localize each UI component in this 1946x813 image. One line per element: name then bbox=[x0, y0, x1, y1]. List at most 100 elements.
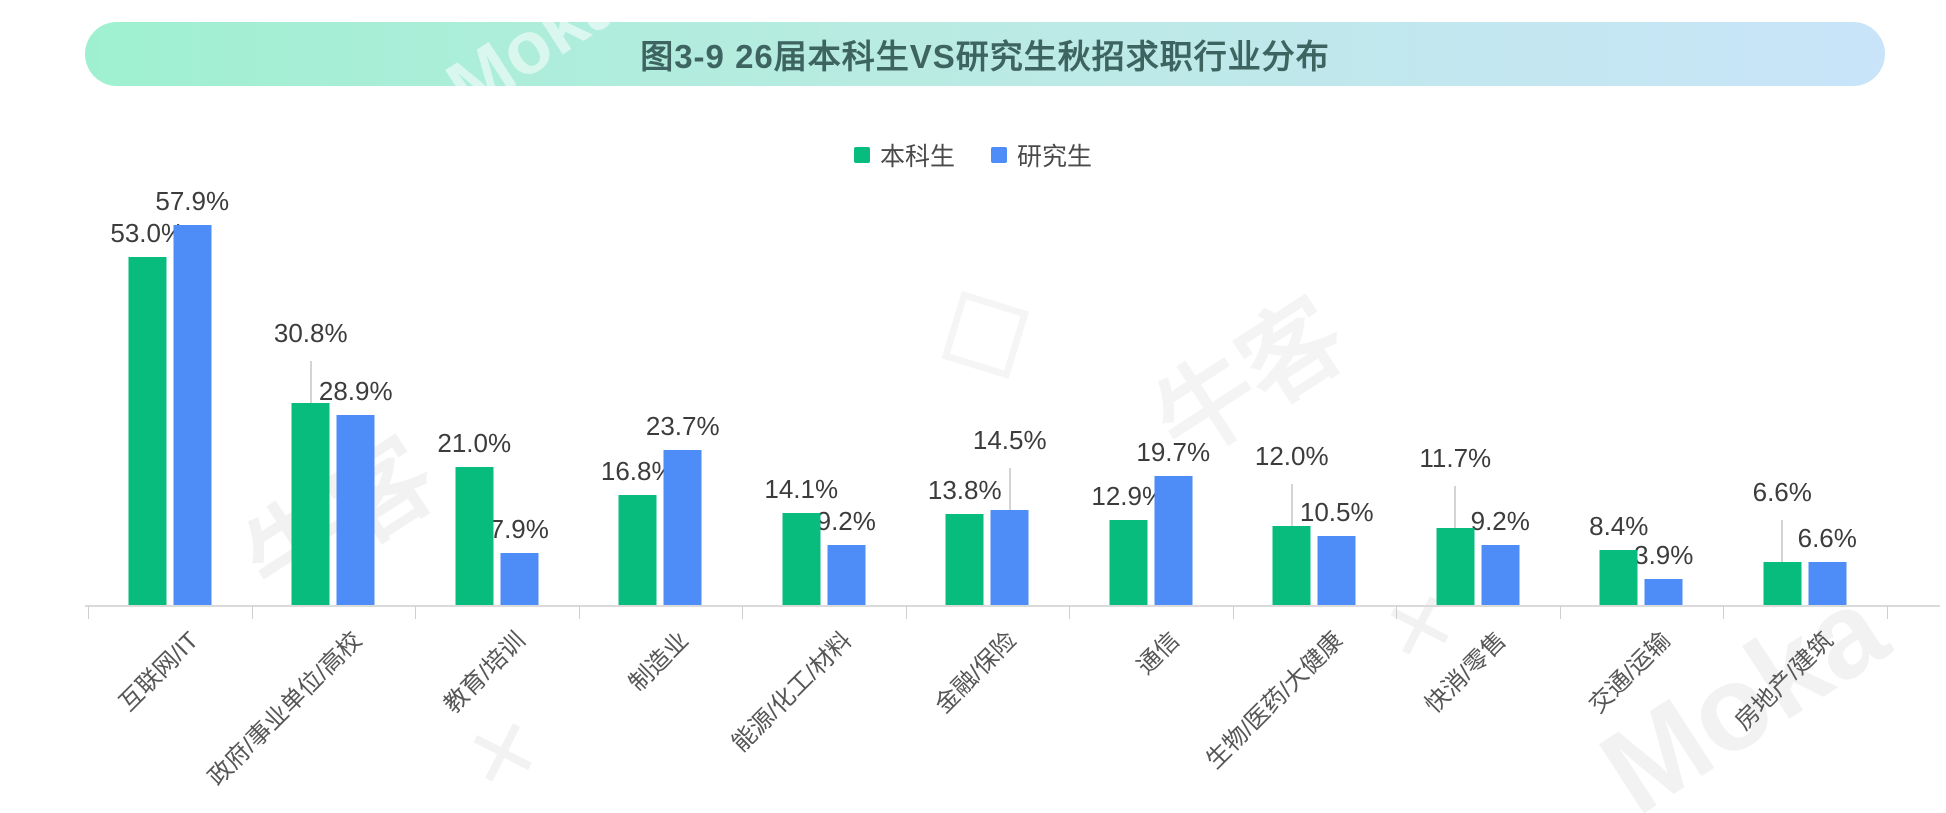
axis-tick bbox=[578, 606, 580, 619]
label-leader-line bbox=[1009, 467, 1011, 510]
category-label: 通信 bbox=[1131, 626, 1185, 680]
value-label-graduate: 23.7% bbox=[645, 410, 720, 441]
category-label: 制造业 bbox=[624, 626, 695, 697]
bar-group bbox=[1763, 561, 1847, 605]
bar-graduate bbox=[1644, 579, 1683, 605]
bar-undergraduate bbox=[1436, 528, 1475, 605]
axis-tick bbox=[251, 606, 253, 619]
category-label: 房地产/建筑 bbox=[1730, 626, 1839, 736]
bar-undergraduate bbox=[945, 514, 984, 605]
legend-label: 本科生 bbox=[879, 143, 955, 171]
value-label-undergraduate: 12.0% bbox=[1254, 441, 1329, 472]
bar-group bbox=[455, 467, 539, 605]
axis-tick bbox=[415, 606, 416, 619]
bar-graduate bbox=[1317, 536, 1356, 605]
legend-swatch-icon bbox=[991, 147, 1007, 163]
category-label: 互联网/IT bbox=[113, 626, 204, 717]
label-leader-line bbox=[310, 360, 312, 403]
value-label-undergraduate: 12.9% bbox=[1091, 481, 1166, 512]
category-column: 12.0% 10.5% bbox=[1233, 0, 1397, 605]
axis-tick bbox=[1886, 606, 1888, 619]
category-column: 8.4% 3.9% bbox=[1560, 0, 1724, 605]
bar-group bbox=[1109, 475, 1193, 605]
value-label-undergraduate: 8.4% bbox=[1589, 510, 1649, 541]
bar-undergraduate bbox=[618, 494, 657, 605]
value-label-graduate: 3.9% bbox=[1634, 540, 1694, 571]
category-column: 30.8% 28.9% bbox=[252, 0, 416, 605]
value-label-graduate: 10.5% bbox=[1299, 497, 1374, 528]
chart-title: 图3-9 26届本科生VS研究生秋招求职行业分布 bbox=[640, 38, 1330, 75]
value-label-graduate: 6.6% bbox=[1797, 522, 1857, 553]
bar-undergraduate bbox=[455, 467, 494, 605]
chart-legend: 本科生 研究生 bbox=[0, 137, 1946, 173]
axis-tick bbox=[88, 606, 89, 619]
legend-swatch-icon bbox=[853, 147, 870, 163]
bar-group bbox=[945, 509, 1029, 605]
category-column: 16.8% 23.7% bbox=[579, 0, 743, 605]
bar-group bbox=[291, 402, 375, 605]
category-label: 教育/培训 bbox=[439, 626, 531, 719]
category-column: 14.1% 9.2% bbox=[742, 0, 906, 605]
bar-graduate bbox=[173, 225, 212, 605]
category-label: 政府/事业单位/高校 bbox=[202, 626, 368, 792]
category-column: 11.7% 9.2% bbox=[1396, 0, 1560, 605]
value-label-graduate: 28.9% bbox=[318, 376, 393, 407]
axis-tick bbox=[1396, 606, 1397, 619]
legend-item-graduate: 研究生 bbox=[991, 137, 1092, 173]
value-label-undergraduate: 11.7% bbox=[1419, 443, 1492, 474]
value-label-graduate: 57.9% bbox=[155, 186, 230, 217]
bar-graduate bbox=[336, 415, 375, 605]
bar-undergraduate bbox=[1599, 549, 1638, 605]
chart-title-banner: 图3-9 26届本科生VS研究生秋招求职行业分布 bbox=[85, 22, 1885, 86]
bar-undergraduate bbox=[782, 512, 821, 605]
value-label-undergraduate: 16.8% bbox=[600, 455, 675, 486]
category-column: 13.8% 14.5% bbox=[906, 0, 1070, 605]
value-label-undergraduate: 13.8% bbox=[927, 475, 1002, 506]
bar-graduate bbox=[1808, 561, 1847, 605]
value-label-undergraduate: 21.0% bbox=[437, 428, 512, 459]
bar-group bbox=[1599, 549, 1683, 605]
axis-tick bbox=[742, 606, 743, 619]
value-label-graduate: 9.2% bbox=[1470, 505, 1530, 536]
category-column: 21.0% 7.9% bbox=[415, 0, 579, 605]
category-label: 能源/化工/材料 bbox=[727, 626, 858, 758]
bar-undergraduate bbox=[1109, 520, 1148, 605]
bar-graduate bbox=[827, 544, 866, 605]
bar-group bbox=[1272, 526, 1356, 605]
category-label: 交通/运输 bbox=[1583, 626, 1676, 719]
axis-tick bbox=[1723, 606, 1724, 619]
x-axis-line bbox=[85, 605, 1940, 607]
bar-graduate bbox=[990, 509, 1029, 605]
label-leader-line bbox=[1291, 484, 1293, 527]
value-label-graduate: 14.5% bbox=[972, 424, 1047, 455]
label-leader-line bbox=[1454, 486, 1456, 529]
legend-item-undergraduate: 本科生 bbox=[853, 137, 955, 173]
label-leader-line bbox=[1781, 519, 1783, 562]
value-label-undergraduate: 6.6% bbox=[1752, 476, 1812, 507]
bar-graduate bbox=[663, 449, 702, 605]
bar-graduate bbox=[1154, 475, 1193, 605]
axis-tick bbox=[905, 606, 907, 619]
axis-tick bbox=[1232, 606, 1234, 619]
bar-undergraduate bbox=[1272, 526, 1311, 605]
bar-group bbox=[128, 225, 212, 605]
category-column: 53.0% 57.9% bbox=[88, 0, 252, 605]
axis-tick bbox=[1559, 606, 1561, 619]
category-label: 生物/医药/大健康 bbox=[1200, 626, 1349, 775]
axis-tick bbox=[1069, 606, 1070, 619]
value-label-undergraduate: 53.0% bbox=[110, 218, 185, 249]
bar-group bbox=[782, 512, 866, 605]
bar-graduate bbox=[500, 553, 539, 605]
category-column: 12.9% 19.7% bbox=[1069, 0, 1233, 605]
bar-group bbox=[1436, 528, 1520, 605]
value-label-graduate: 9.2% bbox=[816, 505, 876, 536]
legend-label: 研究生 bbox=[1017, 143, 1093, 171]
value-label-graduate: 7.9% bbox=[489, 514, 549, 545]
bar-group bbox=[618, 449, 702, 605]
category-label: 快消/零售 bbox=[1420, 626, 1512, 719]
bar-undergraduate bbox=[291, 402, 330, 605]
category-column: 6.6% 6.6% bbox=[1723, 0, 1887, 605]
category-label: 金融/保险 bbox=[929, 626, 1022, 719]
